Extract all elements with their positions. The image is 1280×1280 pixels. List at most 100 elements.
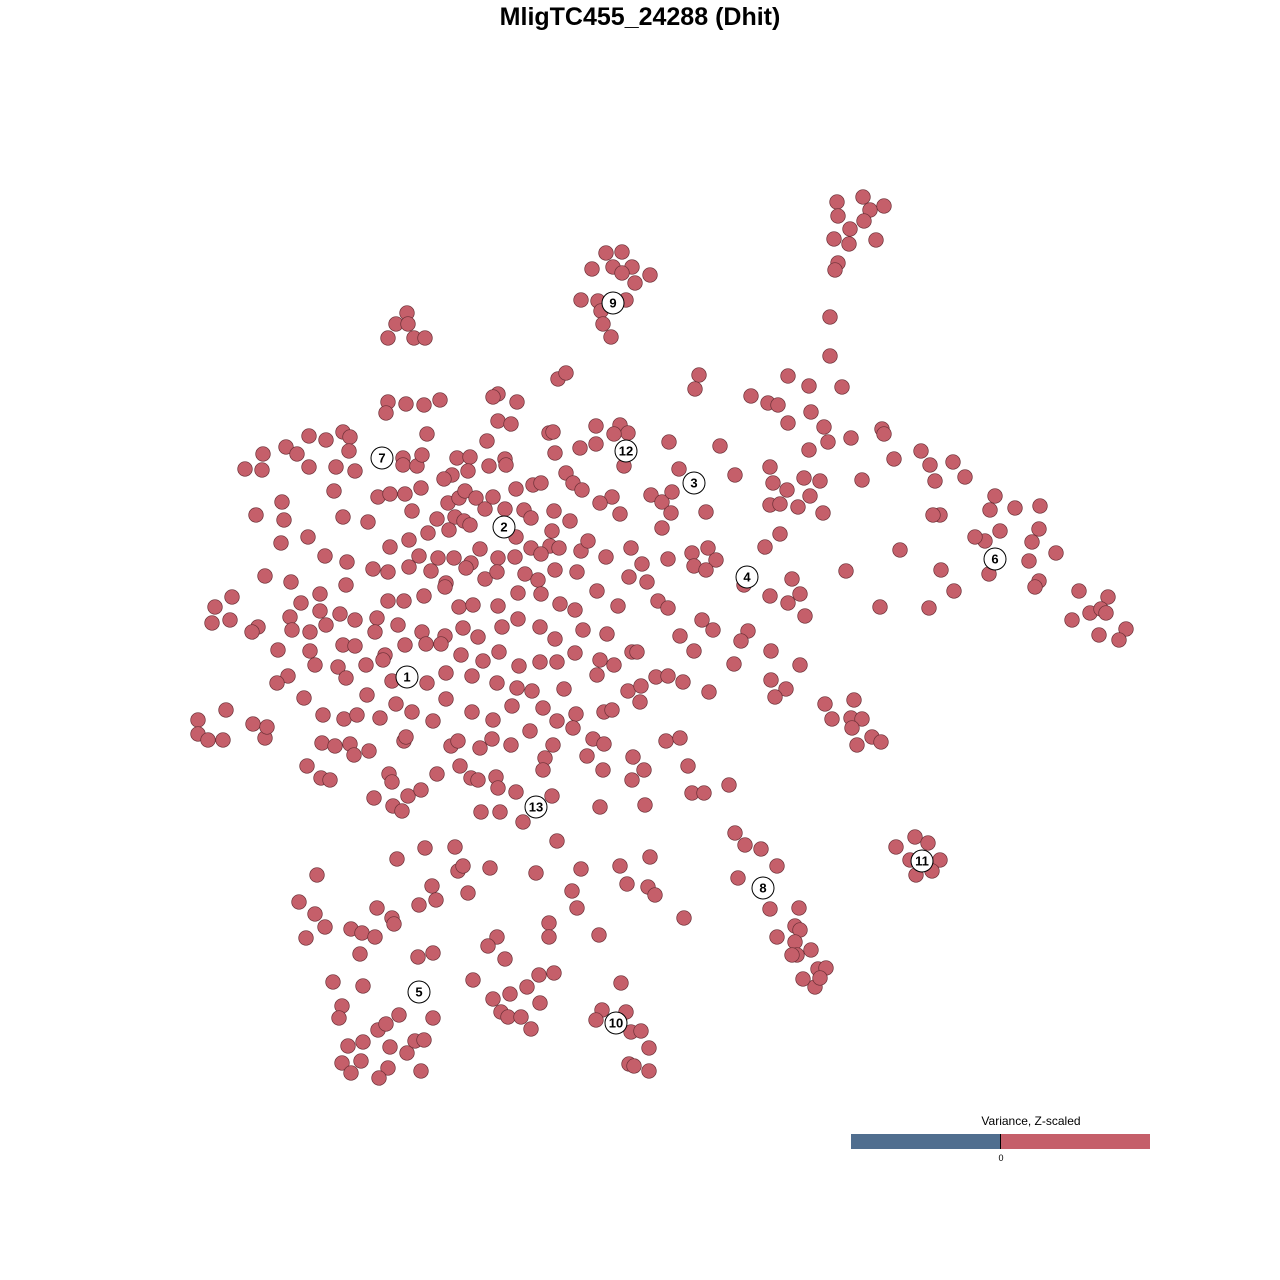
data-point (457, 483, 473, 499)
data-point (779, 482, 795, 498)
data-point (490, 598, 506, 614)
data-point (562, 513, 578, 529)
data-point (417, 840, 433, 856)
data-point (552, 596, 568, 612)
data-point (312, 603, 328, 619)
data-point (595, 316, 611, 332)
data-point (413, 1063, 429, 1079)
data-point (680, 758, 696, 774)
data-point (338, 577, 354, 593)
data-point (588, 1012, 604, 1028)
data-point (595, 762, 611, 778)
data-point (396, 593, 412, 609)
data-point (1007, 500, 1023, 516)
data-point (276, 512, 292, 528)
data-point (361, 743, 377, 759)
data-point (815, 505, 831, 521)
data-point (567, 645, 583, 661)
data-point (380, 330, 396, 346)
data-point (237, 461, 253, 477)
data-point (464, 704, 480, 720)
data-point (341, 443, 357, 459)
data-point (868, 232, 884, 248)
data-point (778, 681, 794, 697)
data-point (579, 748, 595, 764)
legend-title: Variance, Z-scaled (981, 1114, 1081, 1128)
data-point (854, 711, 870, 727)
data-point (394, 803, 410, 819)
data-point (589, 583, 605, 599)
data-point (633, 678, 649, 694)
data-point (642, 849, 658, 865)
data-point (470, 772, 486, 788)
legend-tick-label: 0 (998, 1153, 1004, 1163)
data-point (992, 523, 1008, 539)
data-point (784, 571, 800, 587)
data-point (772, 526, 788, 542)
data-point (282, 609, 298, 625)
data-point (360, 514, 376, 530)
data-point (523, 1021, 539, 1037)
data-point (762, 588, 778, 604)
data-point (621, 569, 637, 585)
data-point (613, 975, 629, 991)
data-point (369, 610, 385, 626)
data-point (353, 1053, 369, 1069)
data-point (326, 483, 342, 499)
data-point (490, 413, 506, 429)
data-point (312, 586, 328, 602)
data-point (331, 1010, 347, 1026)
data-point (318, 432, 334, 448)
data-point (302, 643, 318, 659)
data-point (535, 700, 551, 716)
data-point (549, 654, 565, 670)
cluster-label-marker (492, 515, 516, 539)
data-point (591, 927, 607, 943)
data-point (549, 713, 565, 729)
data-point (453, 647, 469, 663)
data-point (380, 1060, 396, 1076)
data-point (401, 532, 417, 548)
data-point (215, 732, 231, 748)
data-point (1048, 545, 1064, 561)
cluster-label-2: 2 (492, 515, 516, 539)
data-point (584, 261, 600, 277)
data-point (218, 702, 234, 718)
data-point (589, 667, 605, 683)
data-point (830, 208, 846, 224)
data-point (763, 672, 779, 688)
data-point (366, 790, 382, 806)
data-point (892, 542, 908, 558)
data-point (296, 690, 312, 706)
data-point (733, 633, 749, 649)
data-point (575, 622, 591, 638)
data-point (625, 749, 641, 765)
cluster-label-marker (983, 547, 1007, 571)
data-point (462, 517, 478, 533)
data-point (481, 458, 497, 474)
data-point (429, 511, 445, 527)
data-point (762, 459, 778, 475)
data-point (473, 804, 489, 820)
data-point (358, 657, 374, 673)
data-point (270, 642, 286, 658)
data-point (317, 919, 333, 935)
data-point (382, 539, 398, 555)
data-point (508, 481, 524, 497)
data-point (224, 589, 240, 605)
data-point (204, 615, 220, 631)
data-point (378, 1016, 394, 1032)
data-point (834, 379, 850, 395)
data-point (763, 643, 779, 659)
data-point (844, 720, 860, 736)
data-point (399, 1045, 415, 1061)
data-point (642, 267, 658, 283)
data-point (762, 901, 778, 917)
data-point (346, 747, 362, 763)
data-point (352, 946, 368, 962)
data-point (822, 348, 838, 364)
data-point (470, 629, 486, 645)
data-point (658, 733, 674, 749)
data-point (398, 396, 414, 412)
data-point (708, 552, 724, 568)
